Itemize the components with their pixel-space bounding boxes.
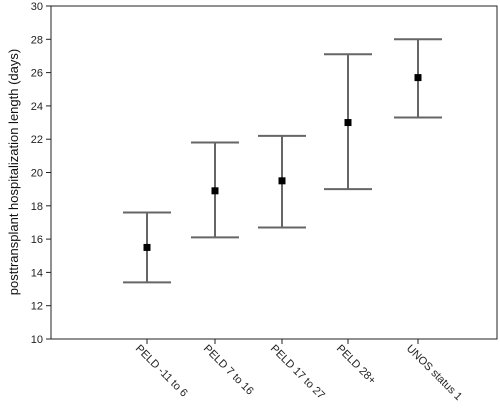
y-tick-label: 22 — [31, 134, 43, 146]
x-tick-label: UNOS status 1 — [404, 343, 464, 403]
y-tick-label: 24 — [31, 101, 43, 113]
data-point — [211, 187, 219, 195]
x-tick-label: PELD 7 to 16 — [201, 343, 256, 398]
y-tick-label: 18 — [31, 201, 43, 213]
x-axis: PELD -11 to 6 PELD 7 to 16 PELD 17 to 27 PE… — [133, 339, 464, 403]
y-tick-label: 28 — [31, 34, 43, 46]
data-point — [344, 119, 352, 127]
x-tick-label: PELD 28+ — [334, 343, 378, 387]
y-tick-label: 20 — [31, 168, 43, 180]
y-tick-label: 16 — [31, 234, 43, 246]
y-tick-label: 10 — [31, 334, 43, 346]
data-point — [414, 74, 422, 82]
plot-frame — [50, 5, 498, 340]
data-marks — [123, 38, 442, 284]
data-point — [143, 243, 151, 251]
x-tick-label: PELD -11 to 6 — [133, 343, 190, 400]
y-tick-label: 14 — [31, 267, 43, 279]
y-axis-label: posttransplant hospitalization length (d… — [6, 49, 21, 295]
y-tick-label: 12 — [31, 301, 43, 313]
y-axis: 10 12 14 16 18 20 22 24 26 28 30 — [31, 1, 51, 346]
data-point — [278, 177, 286, 185]
y-tick-label: 30 — [31, 1, 43, 13]
y-tick-label: 26 — [31, 68, 43, 80]
x-tick-label: PELD 17 to 27 — [268, 343, 327, 402]
